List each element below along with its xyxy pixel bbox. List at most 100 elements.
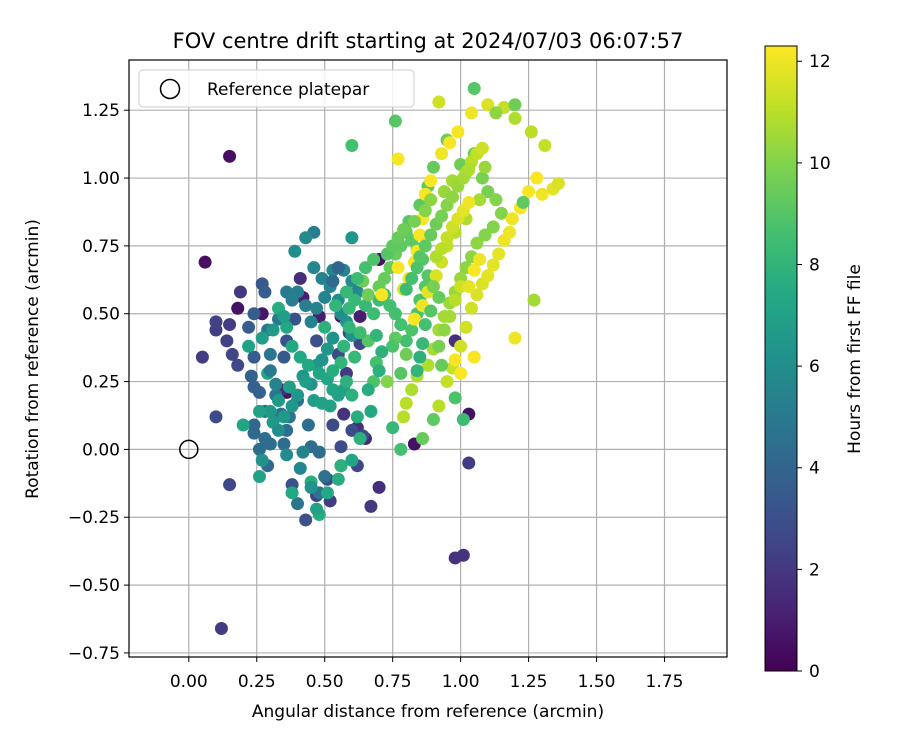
scatter-point [361,288,375,302]
scatter-point [364,499,378,513]
x-tick-label: 0.25 [238,672,276,692]
scatter-point [318,290,332,304]
scatter-point [277,309,291,323]
colorbar-tick-label: 10 [809,154,831,174]
scatter-point [443,136,457,150]
scatter-point [263,404,277,418]
scatter-point [337,407,351,421]
scatter-point [353,432,367,446]
scatter-point [258,432,272,446]
scatter-point [505,212,519,226]
scatter-point [331,261,345,275]
scatter-point [413,228,427,242]
colorbar-frame [764,45,798,672]
scatter-point [426,280,440,294]
scatter-point [318,470,332,484]
scatter-point [416,432,430,446]
y-tick-label: 0.00 [82,440,120,460]
scatter-point [242,339,256,353]
scatter-point [391,261,405,275]
scatter-point [503,225,517,239]
scatter-point [473,252,487,266]
scatter-point [399,334,413,348]
scatter-point [405,383,419,397]
scatter-point [326,364,340,378]
scatter-point [269,377,283,391]
scatter-point [407,214,421,228]
scatter-point [399,396,413,410]
scatter-point [288,244,302,258]
scatter-point [304,480,318,494]
scatter-point [432,290,446,304]
scatter-point [462,195,476,209]
scatter-point [258,285,272,299]
scatter-point [410,364,424,378]
scatter-point [236,418,250,432]
scatter-point [380,375,394,389]
scatter-point [345,138,359,152]
scatter-point [223,149,237,163]
scatter-point [405,323,419,337]
scatter-point [516,195,530,209]
scatter-point [195,350,209,364]
scatter-point [462,280,476,294]
scatter-point [310,334,324,348]
x-tick-label: 0.75 [374,672,412,692]
scatter-point [326,418,340,432]
scatter-point [386,339,400,353]
scatter-point [301,358,315,372]
plot-frame [128,59,728,658]
scatter-point [435,147,449,161]
scatter-point [318,320,332,334]
scatter-point [508,98,522,112]
scatter-point [301,418,315,432]
scatter-point [299,513,313,527]
scatter-point [448,391,462,405]
scatter-point [416,337,430,351]
y-axis-ticks: −0.75 −0.50 −0.25 0.00 0.25 0.50 0.75 1.00 1.25 [68,101,129,664]
y-tick-label: 0.25 [82,373,120,393]
scatter-point [508,111,522,125]
colorbar-tick-label: 4 [809,459,820,479]
scatter-point [367,307,381,321]
scatter-point [345,423,359,437]
scatter-point [209,410,223,424]
scatter-point [475,171,489,185]
scatter-point [242,320,256,334]
scatter-point [426,160,440,174]
scatter-point [478,160,492,174]
scatter-point [272,423,285,437]
scatter-point [535,187,549,201]
scatter-point [394,366,408,380]
legend-reference-marker [159,78,181,100]
scatter-point [285,339,299,353]
scatter-point [348,350,362,364]
scatter-point [372,480,386,494]
x-tick-label: 1.25 [510,672,548,692]
scatter-point [266,323,280,337]
scatter-point [407,312,421,326]
scatter-point [462,456,476,470]
scatter-point [315,271,329,285]
scatter-point [530,171,544,185]
scatter-point [280,448,294,462]
scatter-point [386,421,400,435]
scatter-point [334,459,348,473]
scatter-point [475,141,489,155]
scatter-point [326,331,340,345]
scatter-point [255,453,269,467]
scatter-point [397,410,411,424]
scatter-point [372,364,386,378]
scatter-point [435,242,449,256]
scatter-point [418,239,432,253]
scatter-point [454,339,468,353]
scatter-point [369,328,383,342]
scatter-point [225,347,239,361]
legend-box [138,69,415,108]
scatter-point [388,307,402,321]
scatter-point [334,356,348,370]
legend: Reference platepar [138,69,415,108]
scatter-point [394,318,408,332]
scatter-point [214,622,228,636]
